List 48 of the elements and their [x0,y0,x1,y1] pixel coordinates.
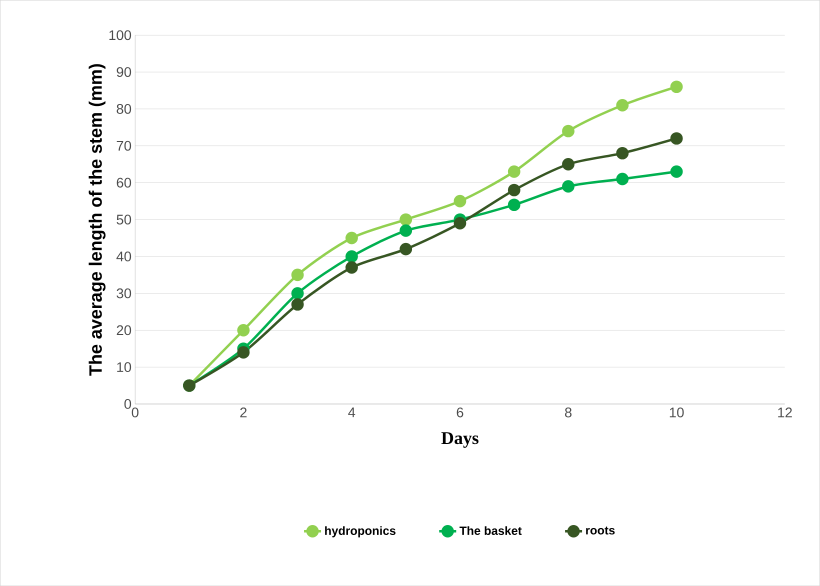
y-tick-label: 100 [109,30,132,40]
point [616,146,629,160]
point [508,184,520,196]
point [291,268,304,282]
x-tick-label: 0 [132,407,138,418]
point [508,198,520,212]
point [345,250,358,263]
y-tick-label: 0 [124,399,132,409]
y-tick-label: 90 [116,67,132,77]
point [562,124,574,138]
point [670,80,683,93]
y-tick-label: 40 [116,251,132,262]
legend-label: The basket [460,526,522,535]
y-tick-label: 10 [117,362,132,372]
point [237,324,250,336]
y-tick-label: 80 [116,104,132,114]
point [454,217,466,230]
x-tick-label: 8 [565,407,572,418]
point [291,287,304,300]
point [291,298,304,311]
y-axis-title: The average length of the stem (mm) [88,64,106,376]
x-axis-title: Days [441,432,478,448]
y-tick-label: 70 [116,140,132,151]
point [345,232,358,244]
x-tick-label: 12 [778,407,792,418]
point [562,158,574,170]
point [400,213,412,226]
x-tick-label: 2 [240,407,247,418]
y-tick-label: 20 [116,325,132,336]
x-tick-label: 10 [670,407,684,418]
point [670,132,683,145]
point [454,194,466,208]
point [508,165,520,178]
point [400,224,412,237]
legend-label: roots [586,526,615,534]
x-tick-label: 6 [456,407,464,418]
y-tick-label: 30 [116,288,132,298]
point [562,180,574,193]
point [400,242,412,256]
y-tick-label: 50 [116,214,132,224]
point [616,172,629,186]
y-tick-label: 60 [116,178,132,188]
x-tick-label: 4 [348,407,356,418]
legend-label: hydroponics [325,526,396,538]
point [237,346,250,359]
point [345,261,358,274]
point [616,98,629,112]
point [670,165,683,178]
